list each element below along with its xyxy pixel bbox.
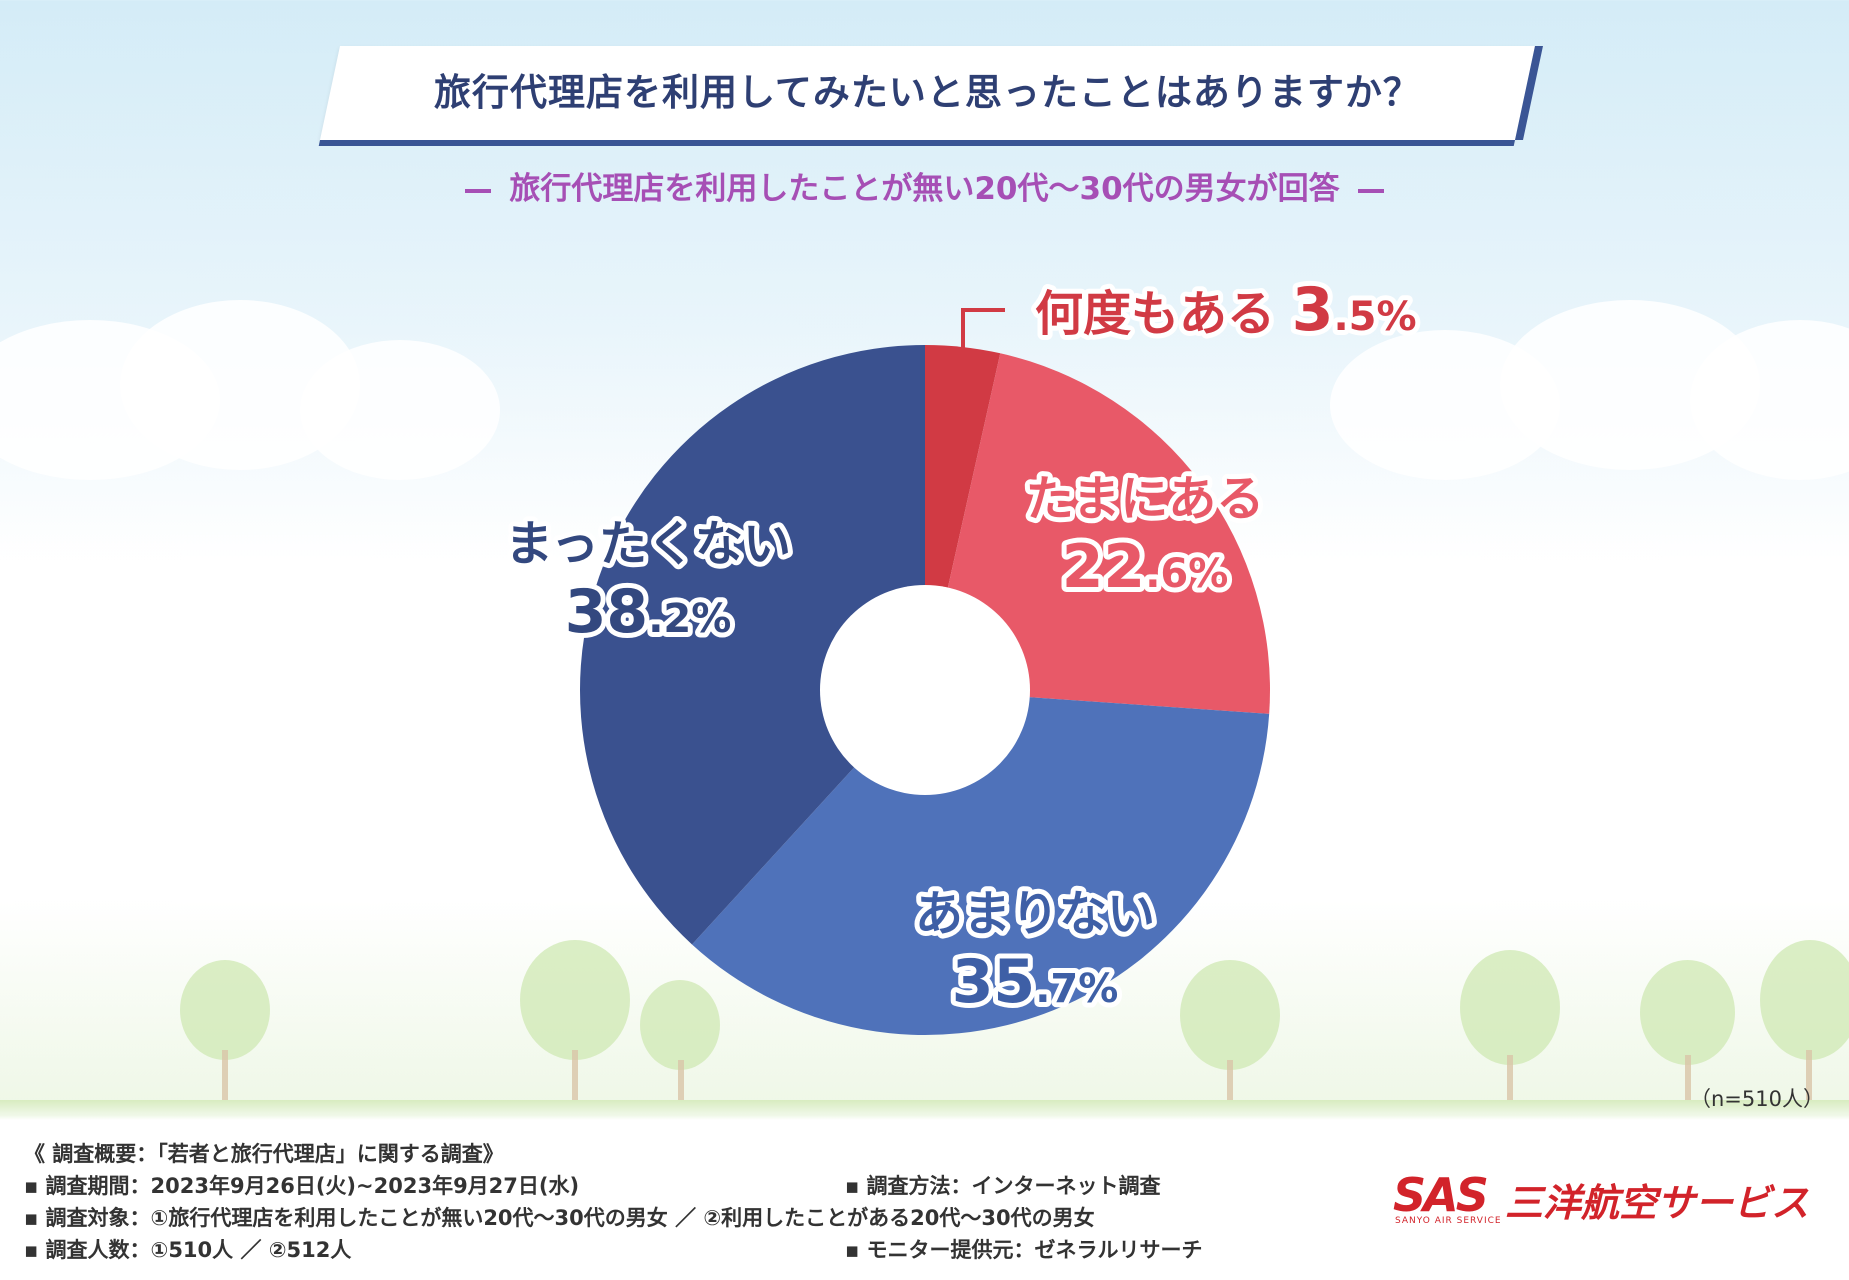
value-あまりない: 35.7% (952, 947, 1119, 1017)
slice-たまにある (925, 353, 1270, 714)
sample-size-note: （n=510人） (1690, 1087, 1824, 1111)
pct-int-あまりない: 35 (952, 947, 1036, 1017)
value-まったくない: 38.2% (565, 577, 732, 647)
company-logo: SAS 三洋航空サービス SANYO AIR SERVICE (1393, 1168, 1823, 1228)
survey-footer: 《 調査概要：「若者と旅行代理店」に関する調査》 ▪ 調査期間：2023年9月2… (0, 1120, 1849, 1280)
leader-line-何度もある (961, 308, 1005, 355)
pct-int-何度もある: 3 (1292, 275, 1334, 345)
subtitle-text: 旅行代理店を利用したことが無い20代〜30代の男女が回答 (509, 171, 1340, 207)
footer-count: ▪ 調査人数：①510人 ／ ②512人 (24, 1238, 352, 1262)
label-何度もある: 何度もある 3.5% (1035, 275, 1417, 345)
pct-int-まったくない: 38 (565, 577, 649, 647)
pct-dec-あまりない: .7% (1035, 966, 1118, 1012)
footer-provider: ▪ モニター提供元：ゼネラルリサーチ (845, 1238, 1203, 1262)
footer-target: ▪ 調査対象：①旅行代理店を利用したことが無い20代〜30代の男女 ／ ②利用し… (24, 1206, 1095, 1230)
pct-dec-何度もある: .5% (1333, 294, 1416, 340)
footer-method: ▪ 調査方法：インターネット調査 (845, 1174, 1161, 1198)
pct-dec-まったくない: .2% (648, 596, 731, 642)
donut-hole (820, 585, 1030, 795)
pct-dec-たまにある: .6% (1145, 551, 1228, 597)
donut-slices (579, 345, 1270, 1036)
slice-まったくない (579, 345, 925, 945)
label-あまりない: あまりない (915, 886, 1155, 942)
slice-あまりない (692, 690, 1270, 1036)
pct-int-たまにある: 22 (1062, 532, 1146, 602)
label-たまにある: たまにある (1026, 471, 1265, 527)
logo-name: 三洋航空サービス (1505, 1181, 1810, 1225)
subtitle-dash-right (1357, 188, 1384, 193)
chart-title: 旅行代理店を利用してみたいと思ったことはありますか？ (434, 71, 1421, 114)
footer-period: ▪ 調査期間：2023年9月26日(火)~2023年9月27日(水) (24, 1174, 580, 1198)
footer-overview: 《 調査概要：「若者と旅行代理店」に関する調査》 (24, 1142, 504, 1166)
subtitle-dash-left (465, 188, 492, 193)
logo-subtext: SANYO AIR SERVICE (1395, 1216, 1502, 1226)
chart-subtitle: 旅行代理店を利用したことが無い20代〜30代の男女が回答 (0, 163, 1849, 208)
value-たまにある: 22.6% (1062, 532, 1229, 602)
logo-mark: SAS (1393, 1168, 1489, 1222)
label-まったくない: まったくない (505, 516, 791, 572)
grass-strip (0, 1100, 1849, 1114)
